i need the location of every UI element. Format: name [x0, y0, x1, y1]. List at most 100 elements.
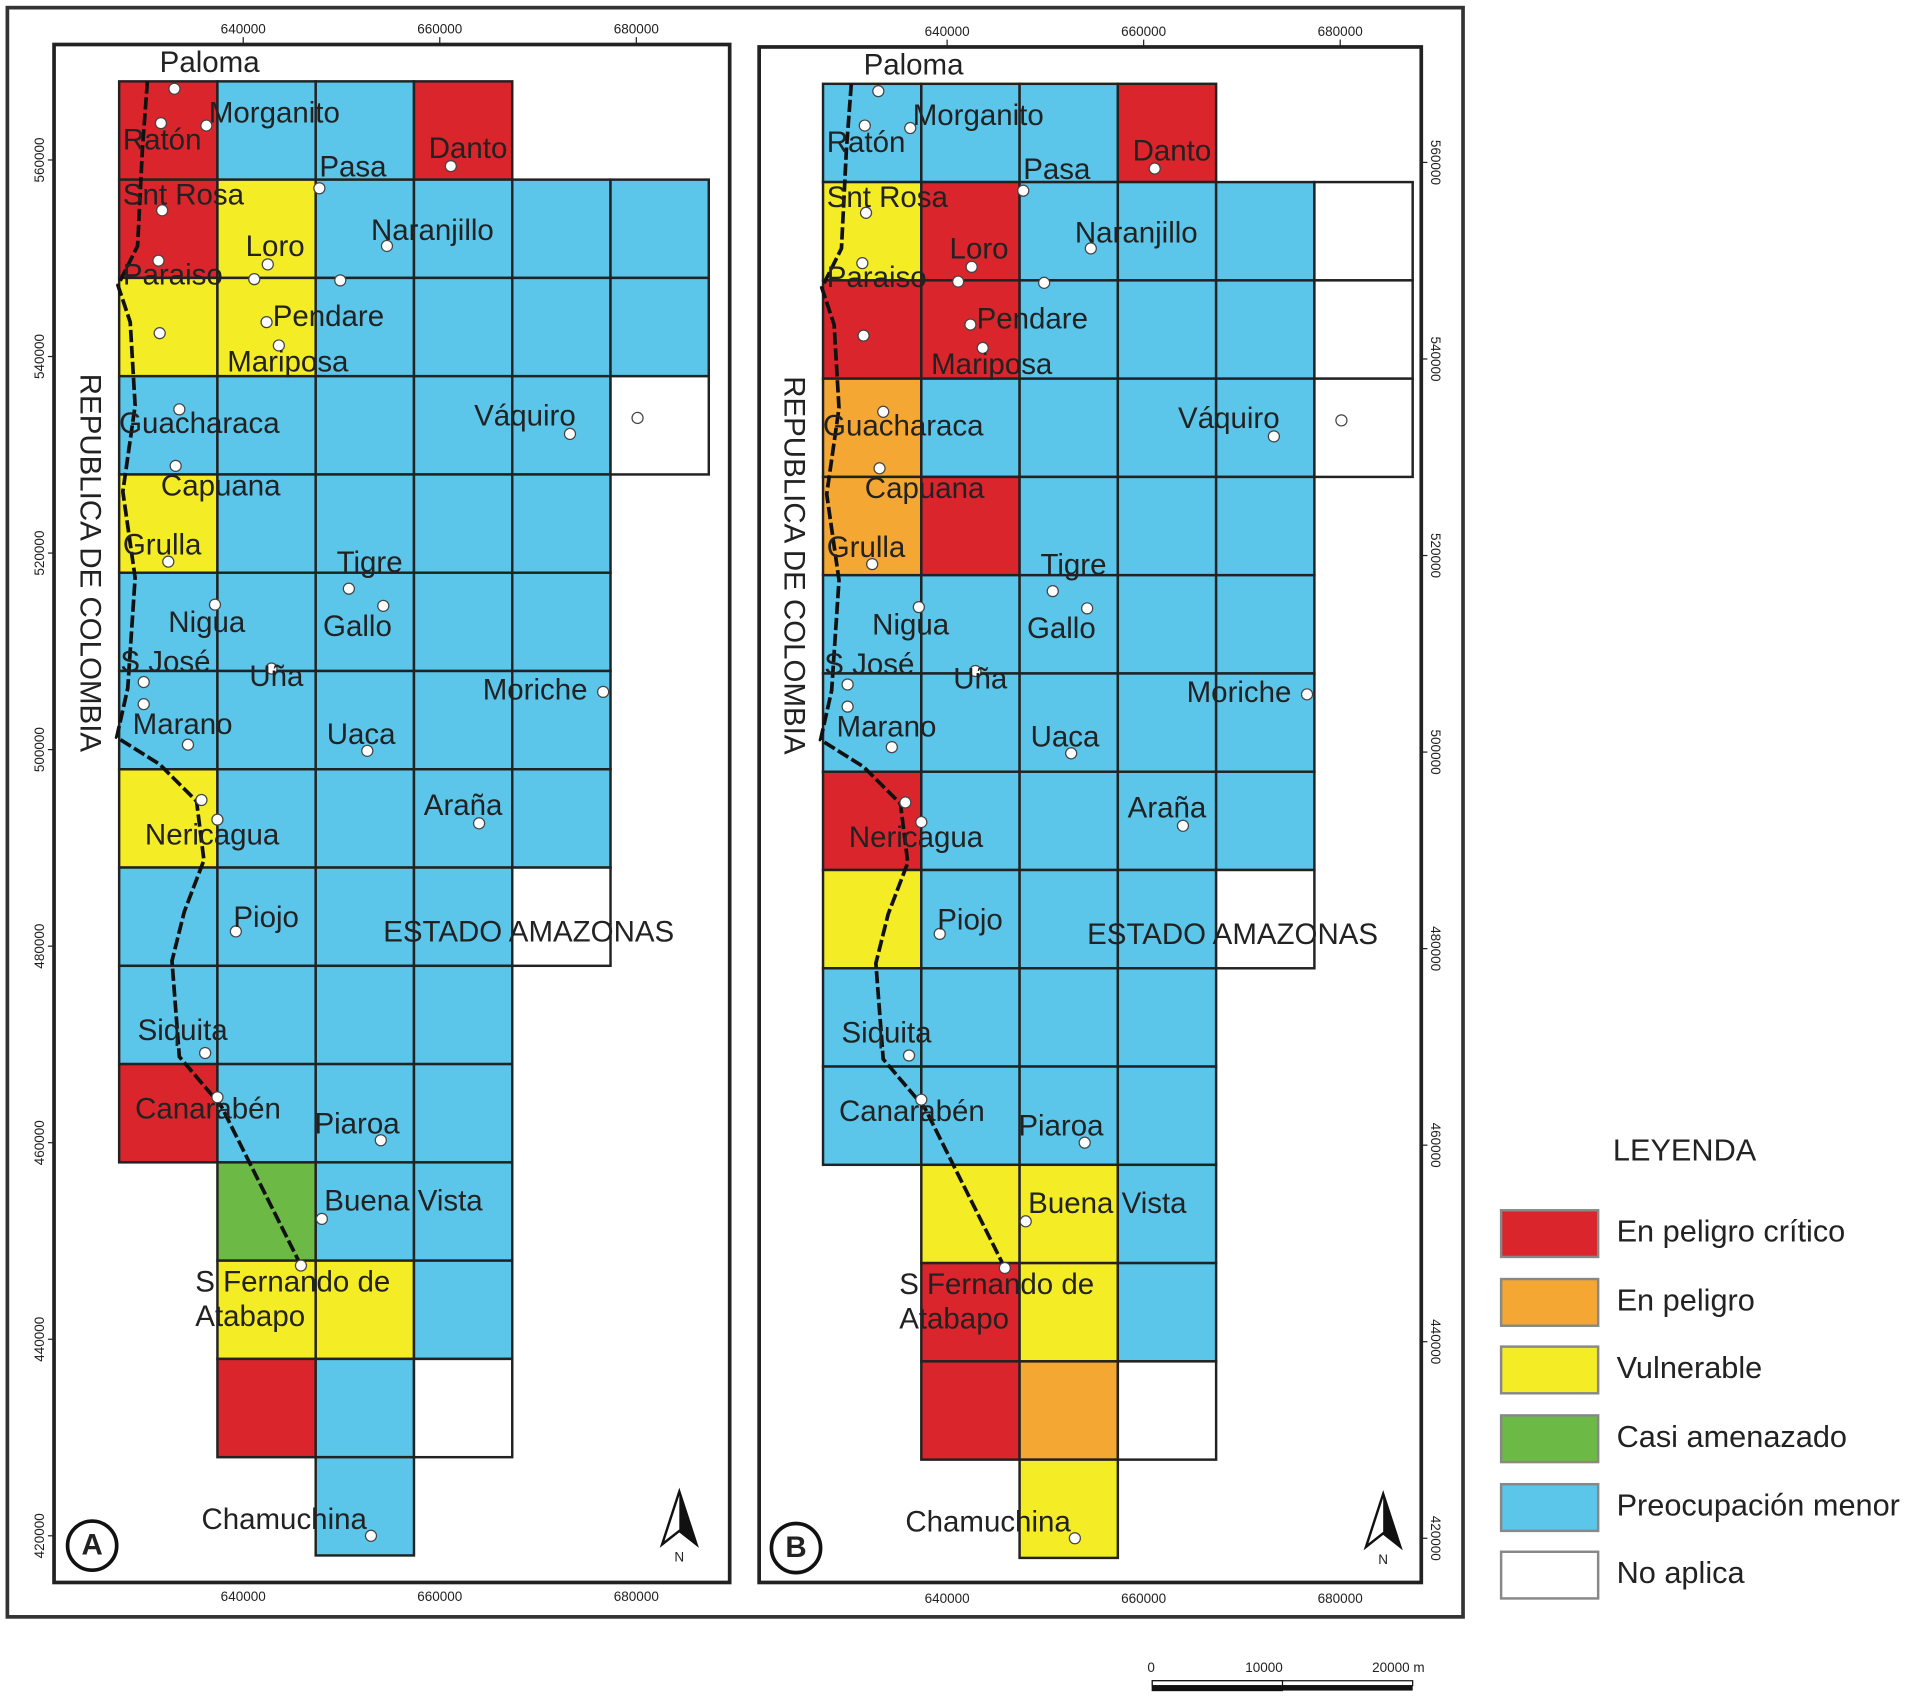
grid-cell: [920, 868, 1021, 970]
locality-point: [334, 274, 347, 287]
locality-point: [965, 260, 978, 273]
locality-label: Mariposa: [931, 348, 1053, 381]
locality-label: Morganito: [913, 99, 1044, 132]
state-label: ESTADO AMAZONAS: [383, 916, 674, 949]
legend-swatch: [1499, 1277, 1600, 1327]
locality-label: Atabapo: [195, 1300, 305, 1333]
grid-cell: [314, 276, 416, 378]
locality-label: Snt Rosa: [827, 181, 949, 214]
locality-point: [856, 257, 869, 270]
locality-label: Pasa: [1023, 153, 1091, 186]
legend-label: Preocupación menor: [1617, 1488, 1900, 1523]
locality-point: [199, 1046, 212, 1060]
locality-label: Siquita: [841, 1016, 932, 1049]
grid-cell: [412, 866, 514, 968]
locality-point: [998, 1261, 1011, 1275]
locality-point: [137, 675, 150, 689]
locality-label: S José: [824, 648, 914, 681]
locality-point: [154, 116, 168, 130]
locality-label: Paloma: [160, 46, 261, 79]
grid-cell: [1214, 573, 1316, 675]
locality-point: [294, 1259, 308, 1272]
grid-cell: [1018, 82, 1120, 184]
grid-cell: [1116, 967, 1218, 1068]
grid-cell: [1214, 475, 1316, 577]
x-tick-label: 640000: [221, 1589, 266, 1604]
locality-point: [208, 598, 222, 611]
locality-label: Siquita: [138, 1014, 229, 1047]
grid-cell: [511, 178, 612, 280]
locality-point: [361, 744, 374, 757]
grid-cell: [920, 1261, 1021, 1363]
y-tick-label: 520000: [1428, 533, 1443, 578]
locality-label: Paraiso: [827, 261, 927, 294]
locality-label: Pendare: [273, 300, 384, 333]
grid-cell: [1018, 1360, 1120, 1461]
locality-label: Capuana: [161, 470, 281, 503]
locality-point: [380, 239, 394, 253]
locality-point: [377, 599, 390, 613]
locality-label: Grulla: [827, 531, 906, 564]
scale-bar: [1151, 1680, 1284, 1687]
locality-point: [631, 411, 644, 425]
locality-point: [374, 1134, 387, 1147]
grid-cell: [1313, 377, 1414, 479]
locality-label: Canarabén: [839, 1095, 985, 1128]
locality-point: [912, 600, 925, 614]
locality-label: Paraiso: [123, 258, 223, 291]
grid-cell: [314, 178, 416, 280]
grid-cell: [821, 967, 923, 1068]
country-label: REPUBLICA DE COLOMBIA: [778, 376, 811, 755]
legend-swatch: [1499, 1482, 1600, 1533]
scale-label: 10000: [1245, 1660, 1283, 1675]
locality-point: [841, 678, 854, 691]
x-tick-label: 640000: [925, 1591, 970, 1606]
grid-cell: [1116, 475, 1218, 577]
grid-cell: [1018, 1065, 1120, 1167]
locality-point: [969, 664, 982, 678]
locality-point: [597, 685, 610, 699]
locality-point: [342, 582, 356, 595]
locality-point: [364, 1529, 378, 1542]
locality-label: Buena Vista: [324, 1185, 483, 1218]
grid-cell: [314, 1259, 416, 1361]
locality-point: [904, 121, 917, 135]
locality-point: [1080, 602, 1094, 615]
panel-letter-circle: [65, 1519, 119, 1573]
locality-label: Uña: [249, 660, 304, 693]
locality-label: Váquiro: [1178, 402, 1280, 435]
locality-label: Araña: [1128, 792, 1207, 825]
locality-label: Uaca: [327, 718, 396, 751]
locality-label: S José: [120, 645, 210, 678]
y-tick-label: 500000: [32, 727, 47, 772]
grid-cell: [1214, 868, 1316, 970]
locality-label: Uña: [953, 663, 1008, 696]
grid-cell: [1018, 967, 1120, 1068]
panel-letter-circle: [769, 1521, 823, 1575]
locality-label: Grulla: [123, 529, 202, 562]
panel-frame: [52, 42, 732, 1585]
legend-title: LEYENDA: [1613, 1133, 1757, 1168]
locality-label: Nericagua: [145, 819, 280, 852]
locality-label: Uaca: [1031, 720, 1100, 753]
locality-point: [152, 254, 165, 267]
locality-point: [444, 159, 457, 173]
locality-point: [195, 793, 208, 807]
locality-label: Atabapo: [899, 1303, 1009, 1336]
locality-point: [899, 796, 912, 809]
locality-point: [1046, 585, 1059, 598]
locality-label: Danto: [1133, 134, 1212, 167]
y-tick-label: 460000: [32, 1120, 47, 1165]
locality-point: [156, 204, 169, 217]
locality-label: Loro: [246, 230, 305, 263]
grid-cell: [314, 374, 416, 476]
locality-point: [472, 817, 486, 830]
locality-label: Piojo: [233, 901, 299, 934]
grid-cell: [412, 178, 514, 280]
locality-point: [1300, 688, 1314, 701]
locality-point: [885, 741, 898, 754]
locality-point: [153, 327, 166, 340]
grid-cell: [1214, 770, 1316, 872]
locality-point: [211, 1091, 224, 1104]
